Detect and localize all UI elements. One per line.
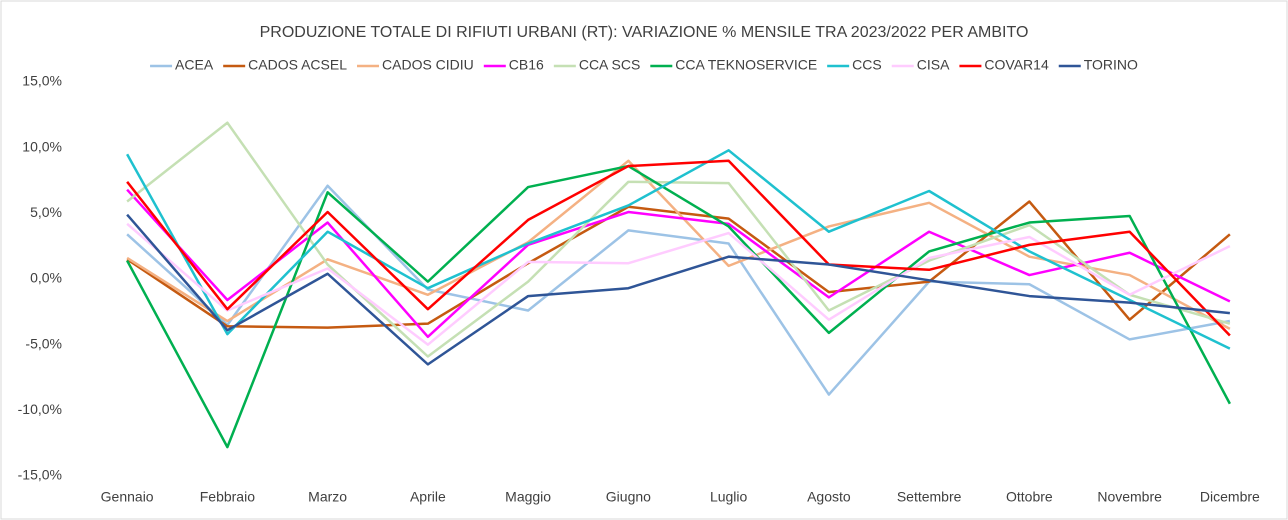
series-line [126,222,1231,346]
legend-label: TORINO [1084,57,1138,73]
legend-label: CISA [917,57,950,73]
legend-label: CCA TEKNOSERVICE [675,57,817,73]
x-tick-label: Maggio [505,489,551,505]
x-tick-label: Novembre [1097,489,1162,505]
x-tick-label: Ottobre [1006,489,1053,505]
y-tick-label: 5,0% [30,204,62,220]
legend-label: CCS [852,57,882,73]
y-tick-label: 10,0% [22,138,62,154]
y-tick-label: -10,0% [18,401,62,417]
y-tick-label: -15,0% [18,467,62,483]
x-tick-label: Marzo [308,489,347,505]
legend-label: CB16 [509,57,544,73]
x-tick-label: Agosto [807,489,851,505]
x-tick-label: Febbraio [200,489,255,505]
series-line [126,121,1231,358]
legend-label: CADOS ACSEL [248,57,347,73]
y-tick-label: 15,0% [22,73,62,89]
series-line [126,164,1231,449]
legend: ACEA CADOS ACSEL CADOS CIDIU CB16 CCA SCS CCA… [150,57,1138,73]
series-line [126,159,1231,337]
x-tick-label: Settembre [897,489,962,505]
legend-label: ACEA [175,57,214,73]
x-tick-label: Dicembre [1200,489,1260,505]
chart-title: PRODUZIONE TOTALE DI RIFIUTI URBANI (RT)… [260,24,1029,41]
series-line [126,184,1231,396]
x-tick-label: Giugno [606,489,651,505]
legend-label: COVAR14 [984,57,1049,73]
x-tick-label: Gennaio [101,489,154,505]
x-tick-label: Luglio [710,489,748,505]
series-line [126,149,1231,350]
y-tick-label: -5,0% [25,335,62,351]
legend-label: CADOS CIDIU [382,57,474,73]
legend-label: CCA SCS [579,57,640,73]
x-tick-label: Aprile [410,489,446,505]
y-tick-label: 0,0% [30,270,62,286]
series-line [126,213,1231,366]
